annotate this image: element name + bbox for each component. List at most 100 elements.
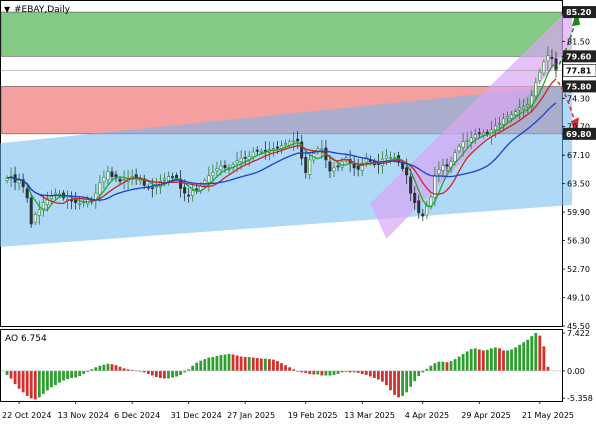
ao-bar xyxy=(288,367,291,371)
ao-bar xyxy=(421,370,425,373)
x-tick-label: 21 May 2025 xyxy=(522,411,574,420)
y-tick-label: 74.30 xyxy=(567,94,590,103)
candle-body xyxy=(360,162,364,171)
x-tick-label: 27 Jan 2025 xyxy=(227,411,275,420)
ao-bar xyxy=(235,355,239,371)
candle-body xyxy=(284,143,288,146)
ao-bar xyxy=(9,370,13,379)
candle-body xyxy=(275,146,279,149)
candle-body xyxy=(546,55,550,62)
ao-bar xyxy=(199,360,203,371)
ao-bar xyxy=(485,349,489,371)
candle-body xyxy=(98,182,102,195)
ao-bar xyxy=(494,347,497,371)
candle-body xyxy=(409,176,413,194)
ao-bar xyxy=(352,370,356,373)
ao-bar xyxy=(324,370,328,376)
candle-body xyxy=(522,106,526,110)
price-marker xyxy=(563,80,596,93)
ao-bar xyxy=(526,339,530,371)
candle-body xyxy=(453,152,457,162)
candle-body xyxy=(421,213,425,217)
ao-bar xyxy=(203,359,207,371)
candle-body xyxy=(308,159,312,175)
ao-bar xyxy=(29,370,33,399)
ao-bar xyxy=(417,370,421,376)
ao-bar xyxy=(453,359,457,371)
ao-bar xyxy=(429,365,433,371)
ao-bar xyxy=(54,370,57,386)
candle-body xyxy=(114,174,118,179)
ao-bar xyxy=(368,370,372,377)
ao-bar xyxy=(58,370,61,383)
candle-body xyxy=(469,137,473,143)
ao-bar xyxy=(146,370,150,374)
ao-bar xyxy=(175,370,178,377)
ao-bar xyxy=(142,370,146,373)
x-tick-label: 4 Apr 2025 xyxy=(405,411,449,420)
x-tick-label: 19 Feb 2025 xyxy=(288,411,338,420)
menu-triangle-icon[interactable]: ▼ xyxy=(4,5,11,14)
ao-bar xyxy=(457,356,461,371)
ao-bar xyxy=(409,370,413,387)
x-tick-label: 22 Oct 2024 xyxy=(2,411,51,420)
candle-body xyxy=(437,169,441,175)
candle-body xyxy=(223,165,227,169)
x-tick-label: 31 Dec 2024 xyxy=(171,411,222,420)
candle-body xyxy=(21,179,25,188)
moving-average-line xyxy=(6,78,557,205)
ao-bar xyxy=(510,349,513,371)
price-marker-label: 85.20 xyxy=(566,8,592,17)
ao-bar xyxy=(118,366,122,371)
ao-bar xyxy=(461,354,465,371)
candle-body xyxy=(401,162,405,169)
candle-body xyxy=(263,149,267,152)
candle-body xyxy=(417,200,421,214)
candle-body xyxy=(497,123,501,125)
ao-bar xyxy=(292,369,296,371)
ao-bar xyxy=(389,370,392,391)
candle-body xyxy=(292,140,296,143)
candle-body xyxy=(78,203,82,205)
candle-body xyxy=(37,209,41,216)
ao-bar xyxy=(530,336,534,371)
ao-bar xyxy=(243,357,247,371)
ao-bar xyxy=(150,370,154,376)
ao-bar xyxy=(94,367,98,371)
candle-body xyxy=(17,180,21,184)
ao-bar xyxy=(102,364,106,371)
ao-bar xyxy=(45,370,49,391)
ao-bar xyxy=(231,354,235,371)
candle-body xyxy=(493,125,497,131)
ao-bar xyxy=(280,363,283,371)
ao-bar xyxy=(304,370,308,373)
ao-bar xyxy=(247,357,251,371)
candle-body xyxy=(33,214,37,223)
ao-bar xyxy=(62,370,65,381)
ao-bar xyxy=(215,356,219,371)
candle-body xyxy=(510,114,514,119)
candle-body xyxy=(183,187,187,194)
candle-body xyxy=(530,95,534,107)
candle-body xyxy=(259,150,263,153)
candle-body xyxy=(514,111,518,116)
candle-body xyxy=(473,134,477,139)
ao-bar xyxy=(328,370,332,376)
candle-body xyxy=(106,171,110,180)
candle-body xyxy=(328,161,332,172)
ao-bar xyxy=(191,365,195,371)
ao-bar xyxy=(336,370,340,374)
candle-body xyxy=(320,148,324,151)
ao-bar xyxy=(239,356,243,371)
candle-body xyxy=(207,175,211,183)
candle-body xyxy=(195,188,199,191)
ao-bar xyxy=(138,370,142,372)
candle-body xyxy=(542,61,546,74)
ao-bar xyxy=(477,349,481,371)
ao-bar xyxy=(538,335,542,371)
ao-bar xyxy=(106,363,110,371)
ao-bar xyxy=(167,370,170,379)
ao-bar xyxy=(179,370,182,375)
candle-body xyxy=(457,146,461,152)
ao-bar xyxy=(344,370,348,372)
